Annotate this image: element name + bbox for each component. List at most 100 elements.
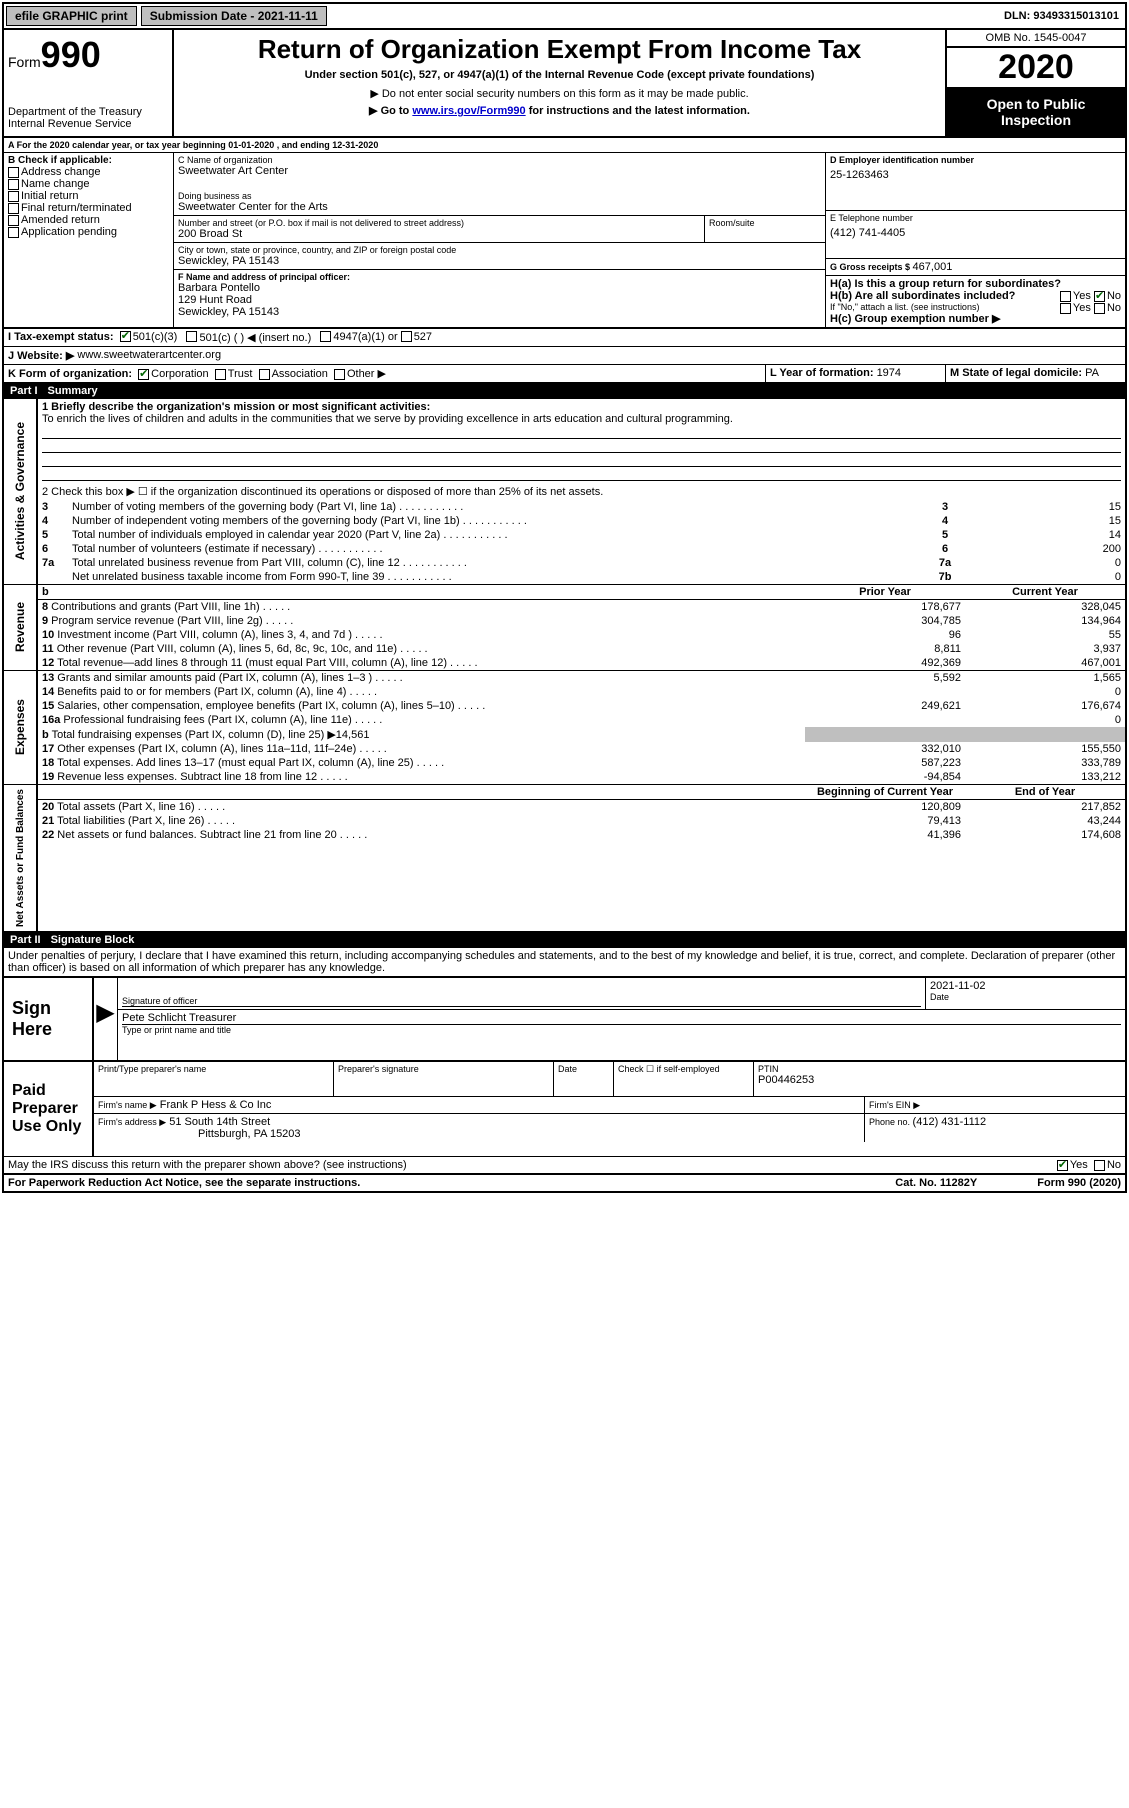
prep-date-label: Date <box>558 1064 609 1074</box>
l-label: L Year of formation: <box>770 367 877 379</box>
table-row: 22 Net assets or fund balances. Subtract… <box>38 828 1125 842</box>
expenses-table: 13 Grants and similar amounts paid (Part… <box>38 671 1125 784</box>
m-label: M State of legal domicile: <box>950 367 1085 379</box>
governance-table: 3Number of voting members of the governi… <box>38 500 1125 584</box>
room-label: Room/suite <box>709 218 821 228</box>
chk-assoc[interactable] <box>259 369 270 380</box>
chk-app-pending[interactable]: Application pending <box>8 226 169 238</box>
sign-here-label: Sign Here <box>4 978 94 1060</box>
sig-officer-label: Signature of officer <box>122 996 921 1007</box>
side-expenses: Expenses <box>11 695 29 759</box>
chk-address-change[interactable]: Address change <box>8 166 169 178</box>
footer-left: For Paperwork Reduction Act Notice, see … <box>8 1177 360 1189</box>
tax-exempt-row: I Tax-exempt status: 501(c)(3) 501(c) ( … <box>4 329 1125 347</box>
chk-discuss-no[interactable] <box>1094 1160 1105 1171</box>
footer-right: Form 990 (2020) <box>1037 1177 1121 1189</box>
side-activities: Activities & Governance <box>11 418 29 564</box>
website-label: J Website: ▶ <box>8 349 74 362</box>
chk-initial-return[interactable]: Initial return <box>8 190 169 202</box>
hb-label: H(b) Are all subordinates included? <box>830 290 1015 302</box>
ein-label: D Employer identification number <box>830 155 1121 165</box>
table-row: 8 Contributions and grants (Part VIII, l… <box>38 600 1125 615</box>
open-public-inspection: Open to Public Inspection <box>947 88 1125 136</box>
lbl-assoc: Association <box>272 368 328 380</box>
lbl-4947: 4947(a)(1) or <box>333 331 397 344</box>
table-row: 7aTotal unrelated business revenue from … <box>38 556 1125 570</box>
form-990: 990 <box>41 34 101 75</box>
page-footer: For Paperwork Reduction Act Notice, see … <box>4 1173 1125 1191</box>
chk-4947[interactable] <box>320 331 331 342</box>
gross-receipts-value: 467,001 <box>913 261 953 273</box>
dln-label: DLN: 93493315013101 <box>998 8 1125 24</box>
street-label: Number and street (or P.O. box if mail i… <box>178 218 700 228</box>
firm-name-label: Firm's name ▶ <box>98 1100 157 1110</box>
org-name: Sweetwater Art Center <box>178 165 821 177</box>
lbl-name-change: Name change <box>21 178 90 190</box>
street-value: 200 Broad St <box>178 228 700 240</box>
side-revenue: Revenue <box>11 598 29 656</box>
chk-corp[interactable] <box>138 369 149 380</box>
prep-sig-label: Preparer's signature <box>338 1064 549 1074</box>
part1-title: Summary <box>48 385 98 397</box>
website-value: www.sweetwaterartcenter.org <box>77 349 221 362</box>
hb-yes: Yes <box>1073 302 1091 314</box>
part1-label: Part I <box>10 385 38 397</box>
lbl-other: Other ▶ <box>347 368 386 380</box>
chk-self-employed[interactable]: Check ☐ if self-employed <box>618 1064 749 1075</box>
part1-bar: Part I Summary <box>4 383 1125 399</box>
side-net-assets: Net Assets or Fund Balances <box>13 785 28 931</box>
end-year-hdr: End of Year <box>965 785 1125 800</box>
dept-treasury: Department of the Treasury Internal Reve… <box>8 106 168 130</box>
table-row: 21 Total liabilities (Part X, line 26) .… <box>38 814 1125 828</box>
chk-501c3[interactable] <box>120 331 131 342</box>
form-subtitle: Under section 501(c), 527, or 4947(a)(1)… <box>182 69 937 81</box>
goto-suffix: for instructions and the latest informat… <box>526 105 750 117</box>
lbl-address-change: Address change <box>21 166 101 178</box>
table-row: 16a Professional fundraising fees (Part … <box>38 713 1125 727</box>
chk-other[interactable] <box>334 369 345 380</box>
table-row: Net unrelated business taxable income fr… <box>38 570 1125 584</box>
discuss-yes: Yes <box>1070 1159 1088 1171</box>
lbl-amended: Amended return <box>21 214 100 226</box>
chk-501c[interactable] <box>186 331 197 342</box>
footer-mid: Cat. No. 11282Y <box>895 1177 977 1189</box>
section-a-f: B Check if applicable: Address change Na… <box>4 153 1125 329</box>
form-page: efile GRAPHIC print Submission Date - 20… <box>2 2 1127 1193</box>
chk-final-return[interactable]: Final return/terminated <box>8 202 169 214</box>
lbl-app-pending: Application pending <box>21 226 117 238</box>
phone-label: E Telephone number <box>830 213 1121 223</box>
chk-trust[interactable] <box>215 369 226 380</box>
net-assets-block: Net Assets or Fund Balances Beginning of… <box>4 785 1125 932</box>
m-value: PA <box>1085 367 1099 379</box>
table-row: b Total fundraising expenses (Part IX, c… <box>38 727 1125 742</box>
submission-date-button[interactable]: Submission Date - 2021-11-11 <box>141 6 327 26</box>
h-a: H(a) Is this a group return for subordin… <box>830 278 1121 290</box>
sign-arrow-icon: ▶ <box>94 978 118 1060</box>
beg-year-hdr: Beginning of Current Year <box>805 785 965 800</box>
irs-link[interactable]: www.irs.gov/Form990 <box>412 105 525 117</box>
k-l-m-row: K Form of organization: Corporation Trus… <box>4 365 1125 383</box>
form-title: Return of Organization Exempt From Incom… <box>182 34 937 65</box>
sig-date-label: Date <box>930 992 1121 1002</box>
chk-name-change[interactable]: Name change <box>8 178 169 190</box>
lbl-501c: 501(c) ( ) ◀ (insert no.) <box>199 331 311 344</box>
part2-bar: Part II Signature Block <box>4 932 1125 948</box>
chk-discuss-yes[interactable] <box>1057 1160 1068 1171</box>
te-label: I Tax-exempt status: <box>8 331 114 344</box>
goto-prefix: ▶ Go to <box>369 105 412 117</box>
firm-addr-label: Firm's address ▶ <box>98 1117 166 1127</box>
table-row: 18 Total expenses. Add lines 13–17 (must… <box>38 756 1125 770</box>
chk-527[interactable] <box>401 331 412 342</box>
officer-print-label: Type or print name and title <box>122 1025 1121 1035</box>
lbl-527: 527 <box>414 331 432 344</box>
note-goto: ▶ Go to www.irs.gov/Form990 for instruct… <box>182 104 937 117</box>
chk-amended[interactable]: Amended return <box>8 214 169 226</box>
dba-label: Doing business as <box>178 191 821 201</box>
lbl-initial-return: Initial return <box>21 190 78 202</box>
officer-print-name: Pete Schlicht Treasurer <box>122 1012 1121 1025</box>
efile-print-button[interactable]: efile GRAPHIC print <box>6 6 137 26</box>
firm-addr1: 51 South 14th Street <box>169 1116 270 1128</box>
paid-preparer-label: Paid Preparer Use Only <box>4 1062 94 1156</box>
lbl-501c3: 501(c)(3) <box>133 331 178 344</box>
topbar: efile GRAPHIC print Submission Date - 20… <box>4 4 1125 30</box>
